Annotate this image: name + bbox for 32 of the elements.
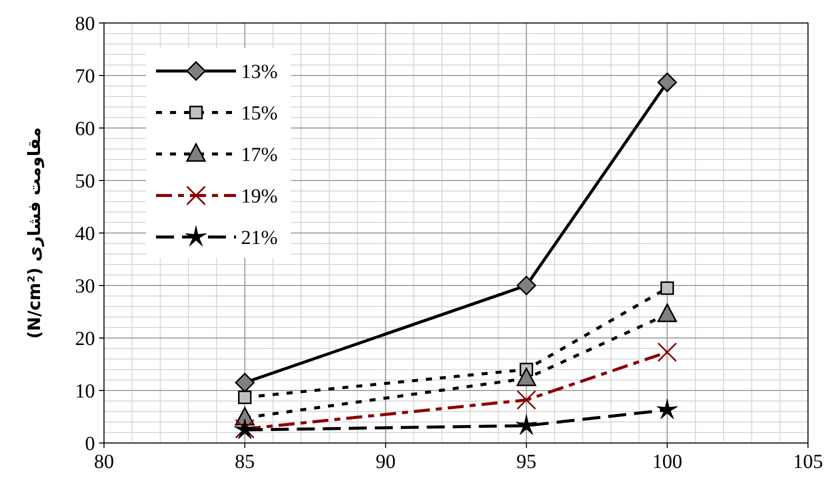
x-tick-label: 90 xyxy=(376,451,396,473)
x-tick-label: 100 xyxy=(652,451,682,473)
x-tick-label: 105 xyxy=(793,451,823,473)
y-tick-label: 30 xyxy=(75,276,95,298)
point xyxy=(516,390,536,410)
legend-label: 21% xyxy=(241,227,278,249)
y-tick-label: 80 xyxy=(75,13,95,35)
legend-label: 19% xyxy=(241,186,278,208)
point xyxy=(516,276,536,296)
y-tick-label: 20 xyxy=(75,328,95,350)
legend-label: 13% xyxy=(241,61,278,83)
y-tick-label: 60 xyxy=(75,118,95,140)
point xyxy=(657,304,677,322)
x-tick-label: 85 xyxy=(234,451,255,473)
y-tick-label: 50 xyxy=(75,170,95,192)
point xyxy=(660,281,674,295)
legend-label: 17% xyxy=(241,144,278,166)
point xyxy=(516,414,538,435)
y-tick-label: 40 xyxy=(75,223,95,245)
point xyxy=(235,372,255,392)
x-tick-label: 95 xyxy=(516,451,536,473)
point xyxy=(238,390,252,404)
y-tick-label: 0 xyxy=(85,433,95,455)
y-axis-title: مقاومت فشاری (N/cm²) xyxy=(25,127,45,339)
y-tick-label: 10 xyxy=(75,380,95,402)
x-tick-label: 80 xyxy=(94,451,114,473)
point xyxy=(656,398,678,420)
legend-label: 15% xyxy=(241,102,278,124)
point xyxy=(657,72,677,92)
point xyxy=(657,342,677,362)
y-tick-label: 70 xyxy=(75,66,95,88)
point xyxy=(516,368,536,386)
